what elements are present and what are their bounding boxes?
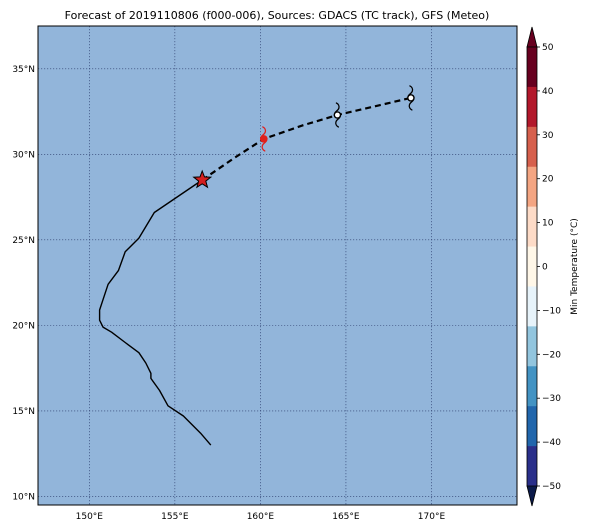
current-position-star-icon (192, 169, 213, 189)
map-panel: 150°E 155°E 160°E 165°E 170°E 10°N 15°N 20°N 25… (12, 25, 518, 522)
observed-track-line (98, 179, 212, 446)
lat-tick-label: 10°N (12, 492, 35, 502)
forecast-track-line (201, 96, 412, 181)
colorbar-segment (527, 406, 537, 447)
lon-tick-label: 165°E (332, 512, 360, 522)
colorbar-segment (527, 246, 537, 287)
colorbar-tick-label: −50 (542, 482, 561, 492)
colorbar-segment (527, 366, 537, 407)
colorbar-segment (527, 126, 537, 168)
colorbar-segment (527, 206, 537, 247)
graticule (38, 26, 517, 505)
colorbar-segment (527, 47, 537, 88)
colorbar-segment (527, 326, 537, 367)
colorbar-segment (527, 166, 537, 207)
latitude-tick-labels: 10°N 15°N 20°N 25°N 30°N 35°N (12, 65, 35, 503)
colorbar-segment (527, 86, 537, 128)
colorbar-tick-label: −30 (542, 394, 561, 404)
lon-tick-label: 155°E (161, 512, 189, 522)
colorbar-tick-label: 30 (542, 131, 554, 141)
ocean-background (38, 26, 517, 505)
lat-tick-label: 15°N (12, 407, 35, 417)
lon-tick-label: 150°E (76, 512, 104, 522)
colorbar-tick-label: 10 (542, 219, 554, 229)
colorbar-tick-label: 0 (542, 263, 548, 273)
longitude-tick-labels: 150°E 155°E 160°E 165°E 170°E (76, 512, 446, 522)
map-border (37, 25, 518, 506)
colorbar-tick-label: 40 (542, 87, 554, 97)
figure-title: Forecast of 2019110806 (f000-006), Sourc… (65, 9, 490, 22)
cyclone-symbol-icon (333, 102, 342, 128)
lat-tick-label: 30°N (12, 150, 35, 160)
colorbar-segment (527, 446, 537, 487)
lat-tick-label: 35°N (12, 65, 35, 75)
colorbar-tick-label: 20 (542, 175, 554, 185)
colorbar: 50 40 30 20 10 0 −10 −20 −30 −40 −50 Min Temperatur… (526, 26, 580, 507)
colorbar-label: Min Temperature (°C) (570, 218, 580, 315)
storm-tracks (98, 96, 412, 446)
cyclone-symbol-icon (407, 85, 415, 111)
track-markers (192, 85, 415, 189)
colorbar-tick-label: −10 (542, 306, 561, 316)
lon-tick-label: 160°E (247, 512, 275, 522)
colorbar-extend-bottom (526, 485, 538, 507)
lat-tick-label: 20°N (12, 321, 35, 331)
colorbar-tick-label: 50 (542, 43, 554, 53)
colorbar-tick-label: −20 (542, 350, 561, 360)
cyclone-symbol-icon (260, 126, 268, 152)
colorbar-tick-label: −40 (542, 438, 561, 448)
colorbar-extend-top (526, 26, 538, 48)
lat-tick-label: 25°N (12, 236, 35, 246)
lon-tick-label: 170°E (418, 512, 446, 522)
colorbar-segment (527, 286, 537, 327)
